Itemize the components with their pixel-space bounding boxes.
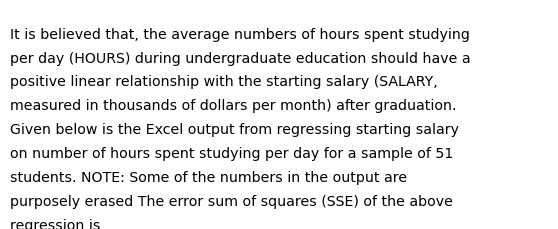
Text: purposely erased The error sum of squares (SSE) of the above: purposely erased The error sum of square… [10,194,453,208]
Text: on number of hours spent studying per day for a sample of 51: on number of hours spent studying per da… [10,147,453,161]
Text: measured in thousands of dollars per month) after graduation.: measured in thousands of dollars per mon… [10,99,456,113]
Text: It is believed that, the average numbers of hours spent studying: It is believed that, the average numbers… [10,27,470,41]
Text: per day (HOURS) during undergraduate education should have a: per day (HOURS) during undergraduate edu… [10,51,470,65]
Text: students. NOTE: Some of the numbers in the output are: students. NOTE: Some of the numbers in t… [10,170,407,184]
Text: positive linear relationship with the starting salary (SALARY,: positive linear relationship with the st… [10,75,438,89]
Text: Given below is the Excel output from regressing starting salary: Given below is the Excel output from reg… [10,123,459,137]
Text: regression is: regression is [10,218,100,229]
